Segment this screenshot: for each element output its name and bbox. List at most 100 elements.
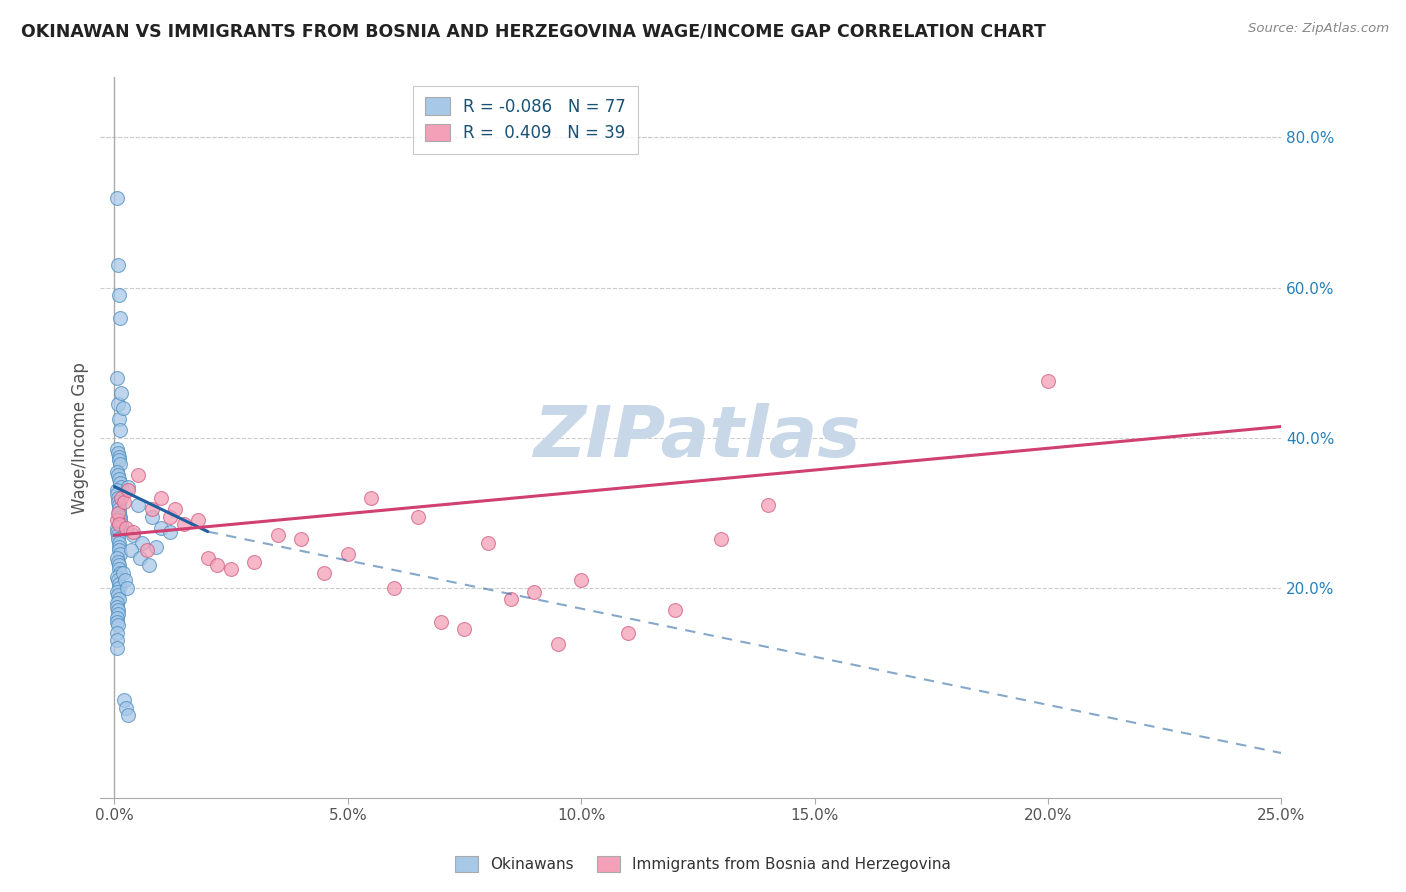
Point — [107, 618, 129, 632]
Point — [136, 543, 159, 558]
Point — [122, 524, 145, 539]
Point — [523, 584, 546, 599]
Point — [108, 540, 131, 554]
Point — [107, 558, 129, 573]
Point — [127, 498, 149, 512]
Point — [112, 494, 135, 508]
Point — [120, 543, 142, 558]
Point — [197, 550, 219, 565]
Point — [105, 442, 128, 456]
Point — [110, 385, 132, 400]
Point — [430, 615, 453, 629]
Point — [105, 599, 128, 614]
Point — [219, 562, 242, 576]
Point — [150, 491, 173, 505]
Point — [290, 532, 312, 546]
Point — [111, 566, 134, 580]
Legend: R = -0.086   N = 77, R =  0.409   N = 39: R = -0.086 N = 77, R = 0.409 N = 39 — [413, 86, 638, 153]
Point — [105, 465, 128, 479]
Point — [129, 550, 152, 565]
Point — [110, 491, 132, 505]
Text: OKINAWAN VS IMMIGRANTS FROM BOSNIA AND HERZEGOVINA WAGE/INCOME GAP CORRELATION C: OKINAWAN VS IMMIGRANTS FROM BOSNIA AND H… — [21, 22, 1046, 40]
Text: Source: ZipAtlas.com: Source: ZipAtlas.com — [1249, 22, 1389, 36]
Point — [360, 491, 382, 505]
Point — [112, 693, 135, 707]
Point — [173, 517, 195, 532]
Point — [108, 517, 131, 532]
Point — [107, 506, 129, 520]
Point — [107, 536, 129, 550]
Point — [336, 547, 359, 561]
Point — [105, 190, 128, 204]
Point — [267, 528, 290, 542]
Point — [117, 483, 139, 498]
Point — [145, 540, 167, 554]
Point — [314, 566, 336, 580]
Point — [105, 521, 128, 535]
Point — [107, 494, 129, 508]
Point — [107, 607, 129, 622]
Point — [122, 528, 145, 542]
Point — [131, 536, 153, 550]
Point — [384, 581, 406, 595]
Point — [453, 622, 475, 636]
Point — [107, 468, 129, 483]
Point — [756, 498, 779, 512]
Point — [205, 558, 228, 573]
Point — [477, 536, 499, 550]
Point — [105, 640, 128, 655]
Point — [107, 450, 129, 464]
Point — [108, 472, 131, 486]
Point — [105, 633, 128, 648]
Point — [105, 483, 128, 498]
Legend: Okinawans, Immigrants from Bosnia and Herzegovina: Okinawans, Immigrants from Bosnia and He… — [447, 848, 959, 880]
Point — [150, 521, 173, 535]
Point — [107, 528, 129, 542]
Point — [108, 581, 131, 595]
Point — [163, 502, 186, 516]
Point — [107, 446, 129, 460]
Point — [105, 370, 128, 384]
Point — [664, 603, 686, 617]
Point — [108, 453, 131, 467]
Point — [107, 258, 129, 272]
Point — [117, 708, 139, 723]
Point — [710, 532, 733, 546]
Point — [107, 588, 129, 602]
Point — [105, 550, 128, 565]
Point — [107, 603, 129, 617]
Point — [108, 423, 131, 437]
Point — [110, 513, 132, 527]
Point — [187, 513, 209, 527]
Point — [1036, 375, 1059, 389]
Point — [111, 401, 134, 415]
Point — [105, 584, 128, 599]
Point — [159, 524, 181, 539]
Point — [108, 547, 131, 561]
Point — [107, 592, 129, 607]
Point — [107, 491, 129, 505]
Point — [110, 566, 132, 580]
Point — [105, 569, 128, 583]
Point — [501, 592, 523, 607]
Point — [138, 558, 160, 573]
Point — [110, 457, 132, 471]
Point — [108, 543, 131, 558]
Point — [108, 310, 131, 325]
Point — [617, 626, 640, 640]
Point — [108, 562, 131, 576]
Point — [105, 596, 128, 610]
Point — [569, 574, 592, 588]
Point — [108, 506, 131, 520]
Point — [105, 513, 128, 527]
Point — [115, 521, 138, 535]
Point — [115, 701, 138, 715]
Point — [107, 574, 129, 588]
Text: ZIPatlas: ZIPatlas — [534, 403, 862, 472]
Point — [243, 555, 266, 569]
Point — [117, 479, 139, 493]
Point — [107, 498, 129, 512]
Point — [105, 626, 128, 640]
Point — [107, 532, 129, 546]
Point — [127, 468, 149, 483]
